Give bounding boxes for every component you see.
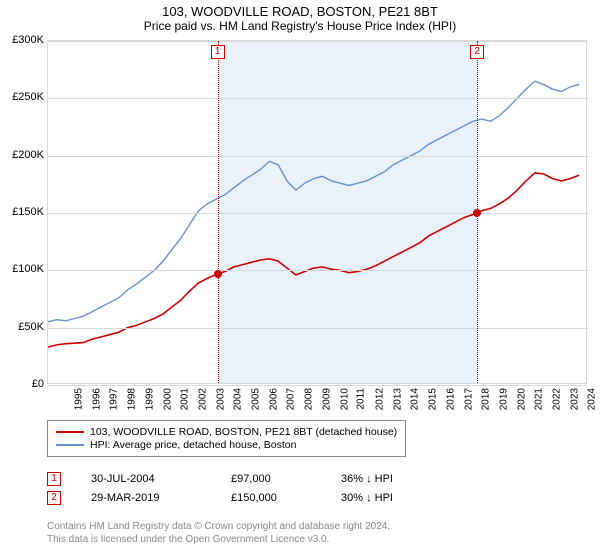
legend: 103, WOODVILLE ROAD, BOSTON, PE21 8BT (d…: [47, 420, 406, 457]
ytick-label: £250K: [12, 91, 44, 103]
xtick-label: 2010: [339, 388, 350, 410]
xtick-label: 2003: [215, 388, 226, 410]
footer-line2: This data is licensed under the Open Gov…: [47, 533, 390, 546]
chart-subtitle: Price paid vs. HM Land Registry's House …: [0, 19, 600, 33]
xtick-label: 2009: [321, 388, 332, 410]
xtick-label: 2001: [179, 388, 190, 410]
ytick-label: £50K: [18, 321, 44, 333]
legend-row-hpi: HPI: Average price, detached house, Bost…: [56, 439, 397, 451]
sale-date-2: 29-MAR-2019: [91, 492, 201, 504]
gridline: [48, 270, 588, 271]
xtick-label: 2022: [551, 388, 562, 410]
gridline: [48, 328, 588, 329]
sale-vline: [218, 41, 219, 383]
plot-box: 12: [47, 40, 587, 384]
ytick-label: £200K: [12, 149, 44, 161]
ytick-label: £300K: [12, 34, 44, 46]
sale-pct-2: 30% ↓ HPI: [341, 492, 441, 504]
legend-swatch-property: [56, 431, 84, 433]
sale-badge-marker: 2: [470, 45, 484, 59]
sale-badge-marker: 1: [211, 45, 225, 59]
footer-line1: Contains HM Land Registry data © Crown c…: [47, 520, 390, 533]
xtick-label: 1995: [73, 388, 84, 410]
series-line-property: [48, 173, 579, 347]
legend-swatch-hpi: [56, 444, 84, 446]
chart-container: 103, WOODVILLE ROAD, BOSTON, PE21 8BT Pr…: [0, 0, 600, 560]
chart-plot-area: 12: [47, 40, 587, 384]
legend-label-hpi: HPI: Average price, detached house, Bost…: [90, 439, 296, 451]
xtick-label: 2017: [463, 388, 474, 410]
sale-pct-1: 36% ↓ HPI: [341, 473, 441, 485]
sales-table: 1 30-JUL-2004 £97,000 36% ↓ HPI 2 29-MAR…: [47, 467, 587, 510]
xtick-label: 2015: [427, 388, 438, 410]
series-line-hpi: [48, 81, 579, 322]
xtick-label: 1999: [144, 388, 155, 410]
xtick-label: 1997: [109, 388, 120, 410]
sale-dot-icon: [214, 270, 222, 278]
chart-titles: 103, WOODVILLE ROAD, BOSTON, PE21 8BT Pr…: [0, 0, 600, 33]
xtick-label: 2019: [498, 388, 509, 410]
gridline: [48, 41, 588, 42]
sale-dot-icon: [473, 209, 481, 217]
xtick-label: 2013: [392, 388, 403, 410]
legend-label-property: 103, WOODVILLE ROAD, BOSTON, PE21 8BT (d…: [90, 426, 397, 438]
gridline: [48, 98, 588, 99]
xtick-label: 2021: [534, 388, 545, 410]
sale-row-1: 1 30-JUL-2004 £97,000 36% ↓ HPI: [47, 472, 587, 486]
sale-price-2: £150,000: [231, 492, 311, 504]
xtick-label: 2007: [286, 388, 297, 410]
xtick-label: 2014: [410, 388, 421, 410]
chart-title: 103, WOODVILLE ROAD, BOSTON, PE21 8BT: [0, 4, 600, 19]
xtick-label: 1996: [91, 388, 102, 410]
xtick-label: 2002: [197, 388, 208, 410]
xtick-label: 2016: [445, 388, 456, 410]
ytick-label: £100K: [12, 263, 44, 275]
xtick-label: 2006: [268, 388, 279, 410]
xtick-label: 2012: [374, 388, 385, 410]
gridline: [48, 156, 588, 157]
xtick-label: 2005: [250, 388, 261, 410]
ytick-label: £0: [32, 378, 44, 390]
sale-price-1: £97,000: [231, 473, 311, 485]
sale-row-2: 2 29-MAR-2019 £150,000 30% ↓ HPI: [47, 491, 587, 505]
xtick-label: 2018: [480, 388, 491, 410]
xtick-label: 2000: [162, 388, 173, 410]
sale-badge-1: 1: [47, 472, 61, 486]
gridline: [48, 213, 588, 214]
legend-row-property: 103, WOODVILLE ROAD, BOSTON, PE21 8BT (d…: [56, 426, 397, 438]
xtick-label: 2004: [233, 388, 244, 410]
xtick-label: 2023: [569, 388, 580, 410]
gridline: [48, 385, 588, 386]
xtick-label: 2020: [516, 388, 527, 410]
xtick-label: 2024: [587, 388, 598, 410]
footer-attribution: Contains HM Land Registry data © Crown c…: [47, 520, 390, 546]
sale-date-1: 30-JUL-2004: [91, 473, 201, 485]
xtick-label: 2011: [356, 388, 367, 410]
xtick-label: 2008: [303, 388, 314, 410]
ytick-label: £150K: [12, 206, 44, 218]
sale-badge-2: 2: [47, 491, 61, 505]
xtick-label: 1998: [126, 388, 137, 410]
